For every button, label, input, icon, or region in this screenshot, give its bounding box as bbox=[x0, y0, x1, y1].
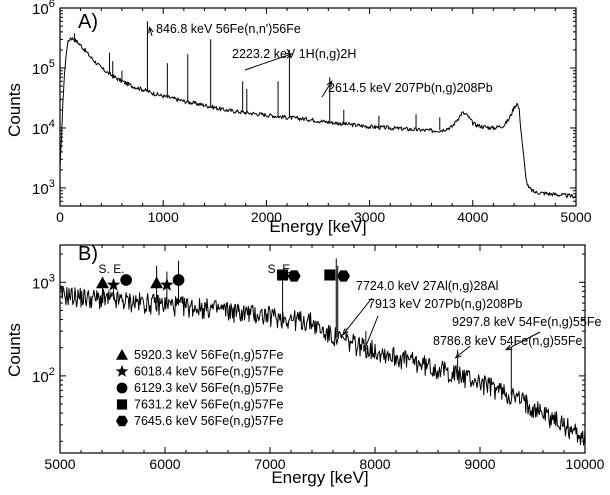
annotation-arrow bbox=[455, 345, 471, 359]
panel-b-xlabel: Energy [keV] bbox=[271, 468, 368, 487]
annotation-arrow bbox=[363, 315, 379, 352]
panel-a-axes: 0 1000 2000 3000 4000 5000 103 104 105 106 bbox=[32, 0, 592, 225]
legend-label: 7631.2 keV 56Fe(n,g)57Fe bbox=[134, 398, 283, 412]
x-tick-label: 2000 bbox=[251, 209, 282, 225]
panel-a-xlabel: Energy [keV] bbox=[269, 217, 366, 236]
annotation-arrow bbox=[321, 81, 333, 98]
x-tick-label: 7000 bbox=[254, 456, 285, 472]
star-marker bbox=[160, 277, 174, 291]
panel-b-markers: S. E. S. E. bbox=[96, 262, 350, 291]
triangle-marker bbox=[96, 276, 110, 289]
annotation-arrow bbox=[148, 27, 153, 37]
square-marker bbox=[277, 269, 289, 281]
y-tick-label: 103 bbox=[32, 272, 55, 292]
legend-label: 6018.4 keV 56Fe(n,g)57Fe bbox=[134, 365, 283, 379]
circle-marker bbox=[172, 274, 185, 286]
annotation-text: 2614.5 keV 207Pb(n,g)208Pb bbox=[328, 81, 493, 95]
annotation-text: 7724.0 keV 27Al(n,g)28Al bbox=[356, 279, 498, 293]
annotation-text: 2223.2 keV 1H(n,g)2H bbox=[232, 47, 356, 61]
panel-b-legend: 5920.3 keV 56Fe(n,g)57Fe 6018.4 keV 56Fe(… bbox=[115, 348, 283, 428]
circle-marker bbox=[120, 274, 132, 286]
x-tick-label: 10000 bbox=[566, 456, 605, 472]
annotation-text: 846.8 keV 56Fe(n,n')56Fe bbox=[156, 22, 301, 36]
panel-b: B) Energy [keV] Counts 5000 6000 7000 8000 9… bbox=[5, 243, 605, 487]
annotation-arrowhead bbox=[285, 53, 293, 59]
annotation-arrowhead bbox=[342, 328, 349, 336]
square-marker bbox=[324, 269, 336, 281]
y-tick-label: 105 bbox=[32, 58, 55, 78]
x-tick-label: 0 bbox=[56, 209, 64, 225]
annotation-arrowhead bbox=[363, 345, 369, 353]
panel-b-frame bbox=[59, 244, 586, 454]
spectrum-line bbox=[59, 37, 577, 199]
annotation-text: 7913 keV 207Pb(n,g)208Pb bbox=[368, 297, 522, 311]
triangle-marker bbox=[116, 349, 128, 360]
hexagon-marker bbox=[337, 270, 350, 282]
y-tick-label: 106 bbox=[32, 0, 55, 18]
single-escape-label: S. E. bbox=[268, 262, 294, 276]
star-marker bbox=[106, 277, 121, 291]
hexagon-marker bbox=[116, 415, 128, 427]
panel-a-frame bbox=[59, 7, 577, 207]
panel-a-data bbox=[59, 21, 577, 199]
panel-a-annotations: 846.8 keV 56Fe(n,n')56Fe 2223.2 keV 1H(n,… bbox=[148, 22, 493, 98]
y-tick-label: 102 bbox=[32, 366, 55, 386]
triangle-marker bbox=[150, 276, 164, 289]
panel-a-ylabel: Counts bbox=[5, 83, 24, 137]
y-tick-label: 103 bbox=[32, 178, 55, 198]
x-tick-label: 4000 bbox=[457, 209, 488, 225]
x-tick-label: 9000 bbox=[464, 456, 495, 472]
star-marker bbox=[115, 364, 129, 377]
x-tick-label: 3000 bbox=[354, 209, 385, 225]
annotation-text: 9297.8 keV 54Fe(n,g)55Fe bbox=[452, 315, 601, 329]
y-tick-label: 104 bbox=[32, 118, 55, 138]
annotation-arrow bbox=[506, 331, 541, 351]
annotation-arrowhead bbox=[454, 352, 462, 359]
annotation-arrowhead bbox=[505, 344, 513, 351]
spectrum-line bbox=[59, 285, 586, 446]
legend-label: 6129.3 keV 56Fe(n,g)57Fe bbox=[134, 381, 283, 395]
annotation-arrow bbox=[244, 53, 292, 71]
hexagon-marker bbox=[287, 270, 301, 282]
square-marker bbox=[116, 399, 128, 410]
circle-marker bbox=[116, 382, 128, 394]
x-tick-label: 6000 bbox=[149, 456, 180, 472]
x-tick-label: 1000 bbox=[148, 209, 179, 225]
x-tick-label: 5000 bbox=[560, 209, 591, 225]
panel-b-axes: 5000 6000 7000 8000 9000 10000 102 103 bbox=[32, 245, 605, 472]
annotation-arrowhead bbox=[148, 26, 154, 34]
single-escape-label: S. E. bbox=[99, 262, 125, 276]
panel-b-ylabel: Counts bbox=[5, 323, 24, 377]
x-tick-label: 8000 bbox=[359, 456, 390, 472]
annotation-text: 8786.8 keV 54Fe(n,g)55Fe bbox=[433, 334, 582, 348]
x-tick-label: 5000 bbox=[44, 456, 75, 472]
panel-b-label: B) bbox=[78, 243, 98, 265]
annotation-arrowhead bbox=[326, 80, 333, 88]
annotation-arrow bbox=[342, 297, 373, 335]
legend-label: 5920.3 keV 56Fe(n,g)57Fe bbox=[134, 348, 283, 362]
panel-a: A) Energy [keV] Counts 0 1000 2000 3000 4000… bbox=[5, 0, 592, 236]
panel-a-label: A) bbox=[78, 11, 98, 33]
legend-label: 7645.6 keV 56Fe(n,g)57Fe bbox=[134, 414, 283, 428]
panel-b-annotations: 7724.0 keV 27Al(n,g)28Al 7913 keV 207Pb(n… bbox=[342, 279, 601, 359]
